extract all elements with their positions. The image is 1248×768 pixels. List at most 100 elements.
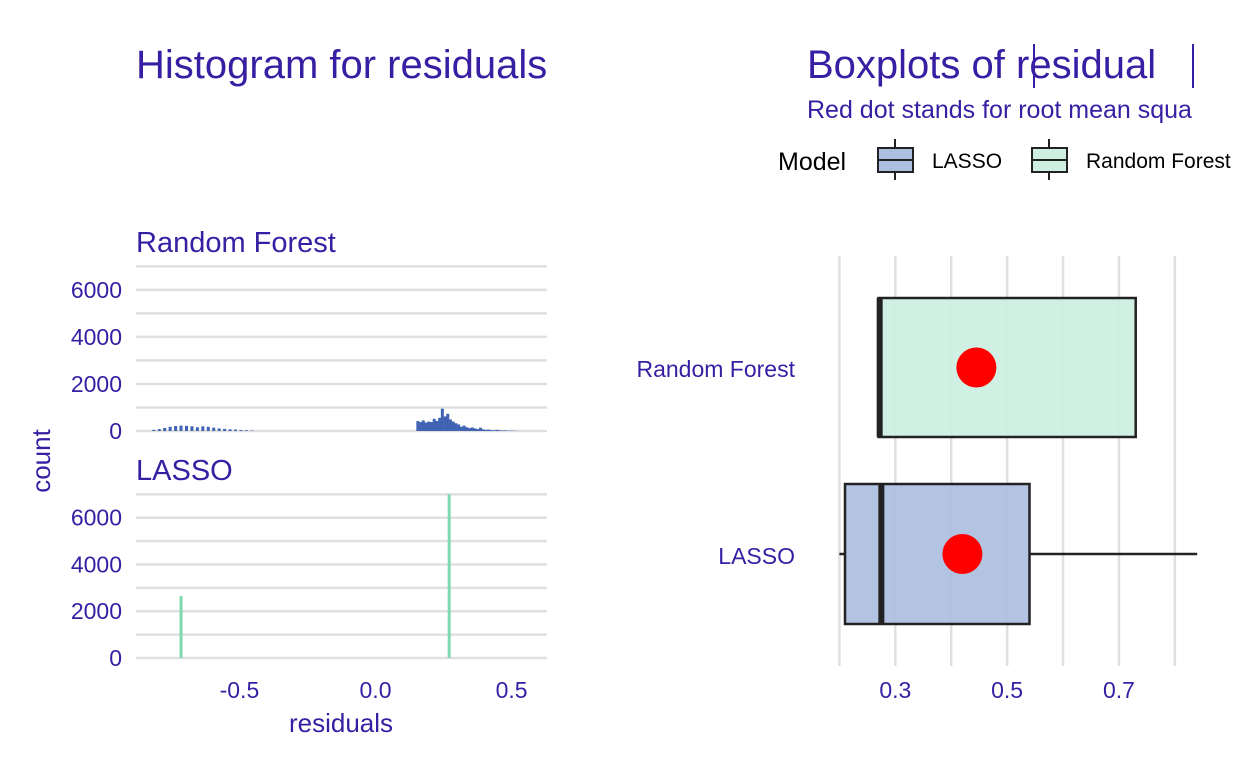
x-tick-label: 0.5 — [991, 677, 1023, 703]
boxplot-chart: Boxplots of residual Red dot stands for … — [636, 43, 1230, 703]
histogram-bar — [481, 429, 485, 431]
histogram-bar — [462, 425, 466, 431]
histogram-bar — [451, 421, 455, 431]
histogram-bar — [421, 420, 425, 431]
histogram-bar — [487, 429, 491, 431]
boxplot-title: Boxplots of residual — [807, 43, 1156, 87]
gridlines — [136, 493, 547, 660]
legend-key-random-forest — [1031, 139, 1068, 180]
histogram-bar — [157, 429, 161, 431]
x-tick-label: 0.5 — [496, 677, 528, 703]
y-tick-label: 6000 — [71, 505, 122, 531]
y-tick-label: 0 — [109, 418, 122, 444]
histogram-bar — [233, 429, 237, 431]
y-tick-label: 2000 — [71, 371, 122, 397]
histogram-bar — [429, 422, 433, 431]
y-axis-title: count — [26, 428, 56, 492]
x-tick-label: 0.0 — [360, 677, 392, 703]
histogram-bar — [201, 426, 205, 431]
histogram-bar — [206, 426, 210, 431]
histogram-bar — [478, 427, 482, 431]
box — [877, 296, 1137, 439]
histogram-bar — [457, 424, 461, 431]
histogram-bar — [174, 426, 178, 431]
boxplot-title-prefix: Boxplots of — [807, 43, 1016, 87]
boxplot-random-forest — [876, 296, 1137, 439]
histogram-bar — [244, 430, 248, 431]
histogram-chart: Histogram for residuals Random Forest 0 2… — [26, 43, 547, 738]
histogram-bar — [239, 430, 243, 431]
histogram-bar — [228, 429, 232, 431]
histogram-panel-lasso: LASSO 0 2000 4000 6000 — [71, 455, 547, 671]
histogram-bar — [212, 427, 216, 431]
y-tick-labels: 0 2000 4000 6000 — [71, 277, 122, 444]
box — [843, 482, 1031, 626]
y-tick-label: 0 — [109, 645, 122, 671]
histogram-bar — [503, 430, 507, 431]
histogram-bar — [476, 429, 480, 431]
histogram-bars — [179, 494, 451, 658]
histogram-bar — [190, 426, 194, 431]
histogram-bar — [424, 422, 428, 431]
y-tick-label: 4000 — [71, 551, 122, 577]
legend-label-lasso: LASSO — [932, 150, 1002, 173]
y-tick-labels: 0 2000 4000 6000 — [71, 505, 122, 671]
histogram-bar — [449, 419, 453, 431]
histogram-bar — [454, 423, 458, 431]
histogram-bar — [443, 416, 447, 431]
legend: Model LASSO Random Forest — [778, 139, 1231, 180]
gridlines — [136, 265, 547, 433]
histogram-bar — [468, 428, 472, 431]
x-tick-labels: -0.5 0.0 0.5 — [220, 677, 528, 703]
histogram-bar — [223, 428, 227, 431]
x-tick-labels: 0.3 0.5 0.7 — [879, 677, 1135, 703]
legend-key-lasso — [877, 139, 914, 180]
y-tick-label: 2000 — [71, 598, 122, 624]
y-tick-label-random-forest: Random Forest — [636, 356, 795, 382]
x-tick-label: 0.3 — [879, 677, 911, 703]
y-tick-label-lasso: LASSO — [718, 543, 795, 569]
x-tick-label: -0.5 — [220, 677, 260, 703]
histogram-bar — [179, 596, 183, 658]
histogram-bar — [435, 420, 439, 431]
histogram-bar — [163, 427, 167, 431]
histogram-bar — [416, 421, 420, 431]
histogram-bar — [498, 430, 502, 431]
histogram-bar — [446, 413, 450, 431]
histogram-bar — [459, 426, 463, 431]
boxplot-subtitle: Red dot stands for root mean squa — [807, 96, 1192, 124]
rmse-dot — [942, 534, 983, 574]
histogram-bar — [179, 425, 183, 431]
histogram-bar — [195, 427, 199, 431]
boxplot-lasso — [839, 482, 1198, 626]
histogram-bar — [492, 430, 496, 431]
histogram-bar — [495, 429, 499, 431]
facet-label-lasso: LASSO — [136, 455, 233, 487]
histogram-bar — [152, 429, 156, 431]
histogram-bar — [470, 427, 474, 431]
histogram-bar — [184, 425, 188, 431]
histogram-bar — [168, 426, 172, 431]
histogram-bar — [427, 421, 431, 431]
histogram-bar — [438, 417, 442, 431]
legend-label-random-forest: Random Forest — [1086, 150, 1231, 173]
histogram-bar — [440, 408, 444, 431]
x-axis-title: residuals — [289, 708, 393, 738]
histogram-bar — [465, 427, 469, 431]
y-tick-label: 4000 — [71, 324, 122, 350]
x-tick-label: 0.7 — [1103, 677, 1135, 703]
histogram-bar — [447, 494, 451, 658]
histogram-bar — [217, 428, 221, 431]
facet-label-random-forest: Random Forest — [136, 227, 336, 259]
histogram-bar — [419, 422, 423, 431]
histogram-bar — [473, 428, 477, 431]
histogram-bar — [432, 418, 436, 431]
histogram-bars — [152, 408, 518, 431]
rmse-dot — [956, 347, 997, 388]
y-tick-label: 6000 — [71, 277, 122, 303]
boxplot-title-term: residual — [1016, 43, 1156, 87]
histogram-panel-random-forest: Random Forest 0 2000 4000 6000 — [71, 227, 547, 444]
histogram-bar — [484, 429, 488, 431]
legend-title: Model — [778, 148, 846, 176]
